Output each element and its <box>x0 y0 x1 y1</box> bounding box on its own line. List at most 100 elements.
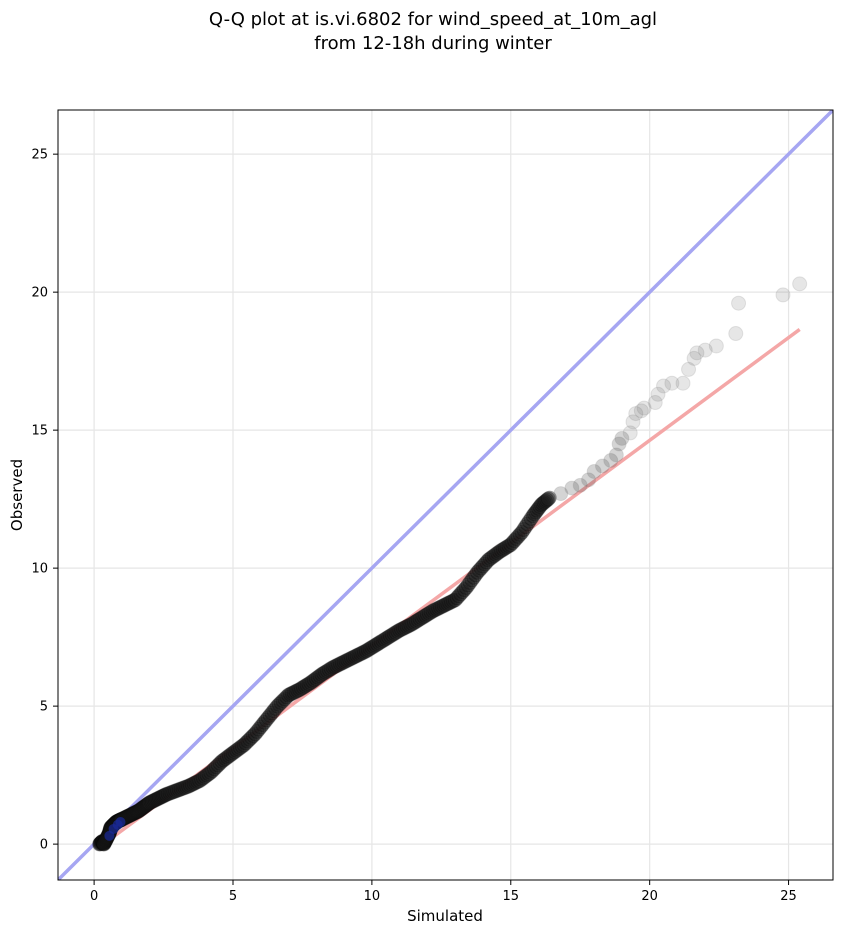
data-point <box>332 656 348 672</box>
data-point <box>410 612 426 628</box>
data-point <box>153 789 169 805</box>
data-point <box>429 601 445 617</box>
data-point <box>399 619 415 635</box>
data-point <box>479 554 495 570</box>
data-point <box>262 707 278 723</box>
data-point <box>166 784 182 800</box>
data-point <box>364 639 380 655</box>
data-point <box>358 643 374 659</box>
data-point <box>93 835 109 851</box>
data-point-tail <box>625 414 641 430</box>
data-point <box>136 799 152 815</box>
data-point <box>395 620 411 636</box>
data-point <box>305 673 321 689</box>
data-point <box>382 628 398 644</box>
fit-line <box>98 328 801 849</box>
data-point <box>231 741 247 757</box>
data-point <box>156 788 172 804</box>
data-point <box>494 542 510 558</box>
data-point <box>264 705 280 721</box>
data-point <box>218 751 234 767</box>
data-point <box>173 781 189 797</box>
data-point <box>484 549 500 565</box>
data-point <box>284 685 300 701</box>
data-point <box>242 731 258 747</box>
data-point <box>501 538 517 554</box>
data-point <box>379 630 395 646</box>
data-point <box>423 604 439 620</box>
data-point <box>427 602 443 618</box>
data-point-tail <box>689 345 705 361</box>
data-point <box>366 638 382 654</box>
data-point <box>303 675 319 691</box>
data-point <box>281 687 297 703</box>
data-point <box>471 562 487 578</box>
data-point <box>329 658 345 674</box>
data-point <box>342 651 358 667</box>
data-point <box>445 593 461 609</box>
data-point-tail <box>664 375 680 391</box>
data-point <box>96 836 112 852</box>
data-point-tail <box>775 287 791 303</box>
data-point <box>462 574 478 590</box>
data-point-tail <box>586 464 602 480</box>
data-point-tail <box>553 486 569 502</box>
data-point <box>269 698 285 714</box>
data-point <box>492 544 508 560</box>
data-point <box>345 649 361 665</box>
data-point <box>129 804 145 820</box>
data-point <box>240 733 256 749</box>
y-axis-label: Observed <box>8 459 26 531</box>
chart-title-line1: Q-Q plot at is.vi.6802 for wind_speed_at… <box>209 9 657 30</box>
data-point <box>124 806 140 822</box>
data-point <box>295 679 311 695</box>
data-point <box>526 506 542 522</box>
data-point <box>277 691 293 707</box>
data-point <box>214 753 230 769</box>
y-tick-label: 25 <box>31 148 48 163</box>
data-point <box>323 661 339 677</box>
data-point <box>516 521 532 537</box>
data-point <box>245 728 261 744</box>
identity-line <box>58 110 833 880</box>
data-point <box>308 671 324 687</box>
data-point <box>132 802 148 818</box>
data-point <box>157 787 173 803</box>
data-point <box>208 759 224 775</box>
x-tick-label: 0 <box>90 889 98 904</box>
data-point <box>482 550 498 566</box>
data-point <box>134 800 150 816</box>
data-point <box>505 535 521 551</box>
data-point <box>316 665 332 681</box>
data-point <box>256 714 272 730</box>
data-point <box>497 540 513 556</box>
data-point <box>331 657 347 673</box>
data-point <box>197 769 213 785</box>
x-tick-label: 10 <box>364 889 381 904</box>
data-point <box>126 805 142 821</box>
data-point <box>438 596 454 612</box>
data-point-tail <box>647 395 663 411</box>
data-point <box>279 689 295 705</box>
data-point-tail <box>636 400 652 416</box>
data-point <box>436 597 452 613</box>
data-point <box>419 606 435 622</box>
data-point <box>408 613 424 629</box>
data-point <box>227 744 243 760</box>
data-point <box>219 749 235 765</box>
data-point <box>503 537 519 553</box>
data-point <box>244 729 260 745</box>
data-point <box>127 805 143 821</box>
data-point <box>121 808 137 824</box>
data-point <box>453 586 469 602</box>
data-point-tail <box>633 403 649 419</box>
data-point <box>351 647 367 663</box>
data-point <box>216 752 232 768</box>
data-point <box>143 794 159 810</box>
data-point <box>542 490 557 505</box>
data-point-tail <box>628 406 644 422</box>
data-point <box>525 508 541 524</box>
data-point <box>168 783 184 799</box>
data-point <box>381 629 397 645</box>
